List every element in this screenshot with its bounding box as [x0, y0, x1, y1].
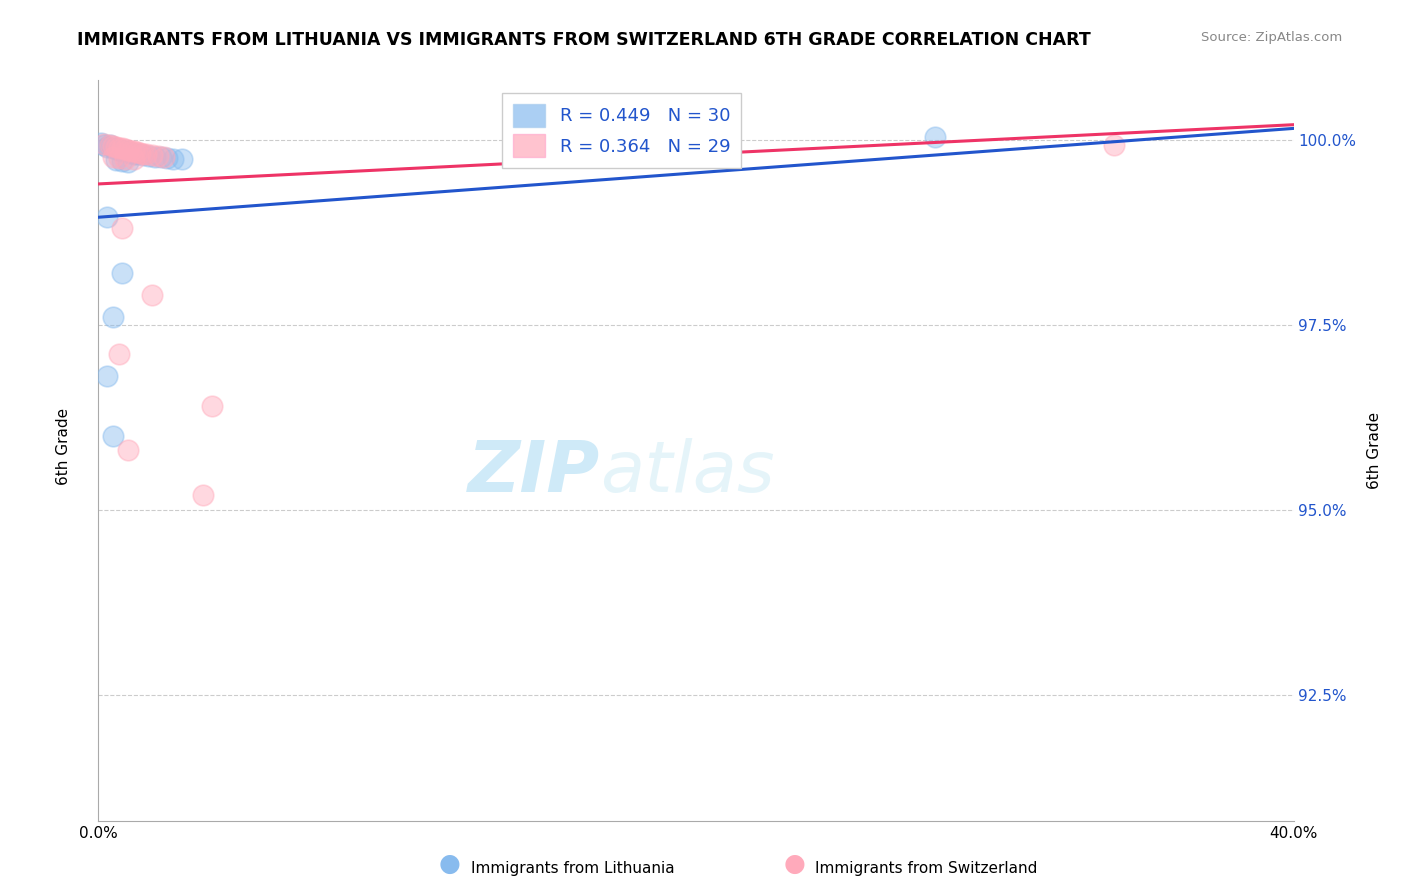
Point — [117, 443, 139, 458]
Point — [96, 211, 118, 225]
Point — [141, 148, 163, 162]
Point — [132, 146, 155, 161]
Point — [103, 310, 125, 325]
Point — [162, 152, 184, 166]
Point — [111, 144, 134, 158]
Point — [98, 138, 122, 153]
Point — [135, 147, 157, 161]
Point — [124, 145, 146, 159]
Text: ZIP: ZIP — [468, 438, 600, 508]
Point — [143, 149, 166, 163]
Text: 6th Grade: 6th Grade — [56, 408, 70, 484]
Legend: R = 0.449   N = 30, R = 0.364   N = 29: R = 0.449 N = 30, R = 0.364 N = 29 — [502, 93, 741, 169]
Y-axis label: 6th Grade: 6th Grade — [1368, 412, 1382, 489]
Text: ●: ● — [783, 852, 806, 876]
Point — [103, 150, 125, 164]
Point — [111, 153, 134, 168]
Point — [114, 142, 136, 156]
Point — [108, 141, 131, 155]
Point — [148, 149, 170, 163]
Point — [132, 148, 155, 162]
Point — [103, 141, 125, 155]
Point — [191, 488, 214, 502]
Point — [111, 221, 134, 235]
Point — [120, 145, 142, 160]
Point — [105, 142, 128, 156]
Point — [153, 149, 176, 163]
Point — [117, 143, 139, 157]
Text: ●: ● — [439, 852, 461, 876]
Point — [114, 145, 136, 159]
Point — [127, 145, 149, 160]
Point — [172, 153, 194, 167]
Point — [141, 288, 163, 302]
Point — [114, 152, 136, 166]
Point — [103, 428, 125, 442]
Point — [124, 146, 146, 161]
Text: IMMIGRANTS FROM LITHUANIA VS IMMIGRANTS FROM SWITZERLAND 6TH GRADE CORRELATION C: IMMIGRANTS FROM LITHUANIA VS IMMIGRANTS … — [77, 31, 1091, 49]
Point — [96, 140, 118, 154]
Point — [108, 151, 131, 165]
Point — [96, 369, 118, 384]
Point — [129, 145, 152, 160]
Point — [924, 130, 946, 145]
Point — [108, 143, 131, 157]
Point — [117, 154, 139, 169]
Point — [127, 147, 149, 161]
Point — [93, 136, 115, 151]
Point — [138, 149, 160, 163]
Point — [150, 150, 173, 164]
Point — [124, 153, 146, 167]
Point — [117, 145, 139, 160]
Point — [105, 153, 128, 168]
Point — [108, 347, 131, 361]
Point — [201, 399, 224, 413]
Point — [90, 136, 112, 151]
Point — [111, 266, 134, 280]
Point — [1104, 137, 1126, 152]
Point — [105, 140, 128, 154]
Text: Immigrants from Lithuania: Immigrants from Lithuania — [471, 861, 675, 876]
Text: Source: ZipAtlas.com: Source: ZipAtlas.com — [1202, 31, 1343, 45]
Text: atlas: atlas — [600, 438, 775, 508]
Point — [103, 139, 125, 153]
Point — [156, 151, 179, 165]
Point — [120, 144, 142, 158]
Point — [111, 141, 134, 155]
Text: Immigrants from Switzerland: Immigrants from Switzerland — [815, 861, 1038, 876]
Point — [98, 137, 122, 152]
Point — [93, 137, 115, 152]
